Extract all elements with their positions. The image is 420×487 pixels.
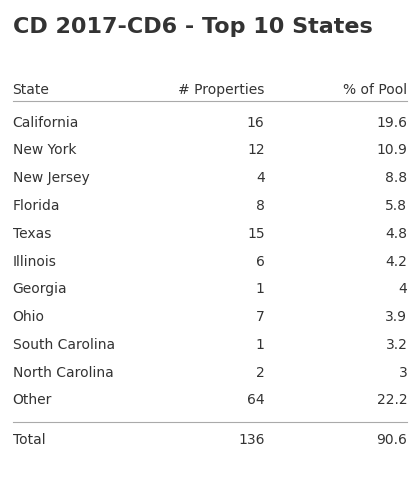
Text: 3: 3 bbox=[399, 366, 407, 379]
Text: 6: 6 bbox=[256, 255, 265, 268]
Text: 4: 4 bbox=[399, 282, 407, 296]
Text: 19.6: 19.6 bbox=[376, 116, 407, 130]
Text: Ohio: Ohio bbox=[13, 310, 45, 324]
Text: 15: 15 bbox=[247, 227, 265, 241]
Text: 7: 7 bbox=[256, 310, 265, 324]
Text: 136: 136 bbox=[238, 433, 265, 447]
Text: Illinois: Illinois bbox=[13, 255, 56, 268]
Text: 1: 1 bbox=[256, 282, 265, 296]
Text: 4.8: 4.8 bbox=[386, 227, 407, 241]
Text: Florida: Florida bbox=[13, 199, 60, 213]
Text: Total: Total bbox=[13, 433, 45, 447]
Text: Other: Other bbox=[13, 393, 52, 407]
Text: Texas: Texas bbox=[13, 227, 51, 241]
Text: 8: 8 bbox=[256, 199, 265, 213]
Text: 16: 16 bbox=[247, 116, 265, 130]
Text: 5.8: 5.8 bbox=[386, 199, 407, 213]
Text: 1: 1 bbox=[256, 338, 265, 352]
Text: New Jersey: New Jersey bbox=[13, 171, 89, 185]
Text: 64: 64 bbox=[247, 393, 265, 407]
Text: 10.9: 10.9 bbox=[376, 144, 407, 157]
Text: % of Pool: % of Pool bbox=[343, 83, 407, 97]
Text: 90.6: 90.6 bbox=[376, 433, 407, 447]
Text: South Carolina: South Carolina bbox=[13, 338, 115, 352]
Text: # Properties: # Properties bbox=[178, 83, 265, 97]
Text: 4.2: 4.2 bbox=[386, 255, 407, 268]
Text: Georgia: Georgia bbox=[13, 282, 67, 296]
Text: 22.2: 22.2 bbox=[377, 393, 407, 407]
Text: 3.9: 3.9 bbox=[386, 310, 407, 324]
Text: North Carolina: North Carolina bbox=[13, 366, 113, 379]
Text: 4: 4 bbox=[256, 171, 265, 185]
Text: 3.2: 3.2 bbox=[386, 338, 407, 352]
Text: 8.8: 8.8 bbox=[385, 171, 407, 185]
Text: New York: New York bbox=[13, 144, 76, 157]
Text: State: State bbox=[13, 83, 50, 97]
Text: 12: 12 bbox=[247, 144, 265, 157]
Text: CD 2017-CD6 - Top 10 States: CD 2017-CD6 - Top 10 States bbox=[13, 17, 373, 37]
Text: California: California bbox=[13, 116, 79, 130]
Text: 2: 2 bbox=[256, 366, 265, 379]
